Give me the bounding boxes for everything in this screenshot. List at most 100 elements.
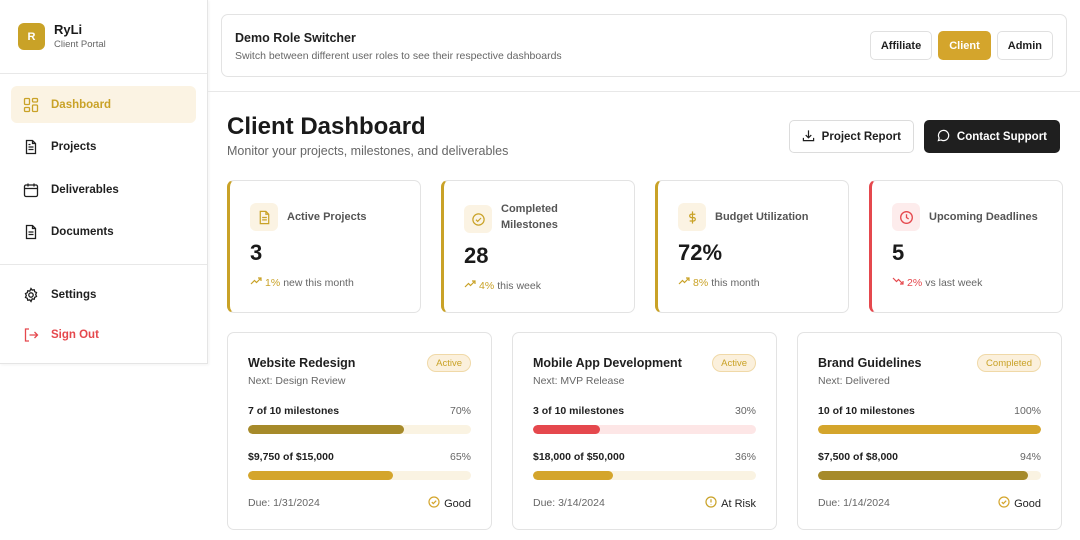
project-due-date: Due: 1/14/2024 — [818, 497, 890, 509]
milestones-progress-bar — [248, 425, 471, 434]
stat-card-completed-milestones: Completed Milestones 28 4% this week — [441, 180, 635, 313]
page-subtitle: Monitor your projects, milestones, and d… — [227, 144, 509, 158]
stat-value: 72% — [678, 240, 723, 265]
project-report-button[interactable]: Project Report — [788, 120, 914, 153]
brand-subtitle: Client Portal — [54, 39, 106, 50]
sidebar-item-documents[interactable]: Documents — [11, 214, 196, 251]
stat-trend: 2% vs last week — [892, 275, 982, 290]
sidebar-item-label: Projects — [51, 141, 97, 153]
sidebar-item-sign-out[interactable]: Sign Out — [11, 316, 196, 353]
milestones-progress-fill — [818, 425, 1041, 434]
project-health: At Risk — [705, 496, 756, 511]
milestones-percent: 100% — [1014, 405, 1041, 417]
calendar-icon — [23, 182, 39, 198]
project-next-step: Next: Delivered — [818, 375, 890, 387]
brand: R RyLi Client Portal — [0, 0, 207, 74]
file-icon — [250, 203, 278, 231]
budget-label: $9,750 of $15,000 — [248, 451, 334, 463]
milestones-percent: 30% — [734, 405, 756, 417]
sidebar-item-label: Settings — [51, 288, 97, 301]
check-circle-icon — [998, 496, 1010, 511]
status-badge: Active — [712, 354, 756, 372]
milestones-progress-bar — [533, 425, 756, 434]
project-card[interactable]: Brand Guidelines Completed Next: Deliver… — [797, 332, 1062, 530]
role-switcher-subtitle: Switch between different user roles to s… — [235, 50, 562, 62]
stat-trend: 1% new this month — [250, 275, 354, 290]
sidebar-item-deliverables[interactable]: Deliverables — [11, 171, 196, 208]
stat-label: Budget Utilization — [715, 211, 809, 223]
clock-icon — [892, 203, 920, 231]
status-badge: Completed — [977, 354, 1041, 372]
sidebar-nav: Dashboard Projects Deliverables Document… — [0, 74, 207, 265]
milestones-progress-fill — [248, 425, 405, 434]
budget-progress-bar — [818, 471, 1041, 480]
sign-out-icon — [23, 327, 39, 343]
role-admin-button[interactable]: Admin — [996, 31, 1053, 60]
sidebar-item-settings[interactable]: Settings — [11, 276, 196, 313]
project-title: Mobile App Development — [533, 356, 682, 370]
sidebar-item-label: Documents — [51, 226, 114, 238]
stat-value: 3 — [250, 240, 263, 265]
stat-card-upcoming-deadlines: Upcoming Deadlines 5 2% vs last week — [869, 180, 1063, 313]
budget-progress-fill — [818, 471, 1028, 480]
page-title: Client Dashboard — [227, 113, 426, 140]
budget-percent: 36% — [734, 451, 756, 463]
document-icon — [23, 224, 39, 240]
trend-up-icon — [464, 278, 476, 293]
sidebar-item-label: Dashboard — [51, 98, 112, 111]
sidebar-item-label: Deliverables — [51, 183, 119, 196]
milestones-progress-bar — [818, 425, 1041, 434]
budget-label: $7,500 of $8,000 — [818, 451, 898, 463]
trend-up-icon — [678, 275, 690, 290]
role-switcher-title: Demo Role Switcher — [235, 31, 356, 45]
role-client-button[interactable]: Client — [938, 31, 991, 60]
header-divider — [208, 91, 1080, 92]
stat-card-budget-utilization: Budget Utilization 72% 8% this month — [655, 180, 849, 313]
sidebar-item-projects[interactable]: Projects — [11, 129, 196, 166]
check-circle-icon — [428, 496, 440, 511]
project-due-date: Due: 1/31/2024 — [248, 497, 320, 509]
budget-progress-fill — [533, 471, 614, 480]
message-circle-icon — [937, 129, 950, 145]
trend-up-icon — [250, 275, 262, 290]
milestones-progress-fill — [533, 425, 600, 434]
project-title: Brand Guidelines — [818, 356, 922, 370]
milestones-label: 7 of 10 milestones — [248, 405, 340, 417]
sidebar-item-label: Sign Out — [51, 328, 99, 341]
project-title: Website Redesign — [248, 356, 356, 370]
project-health: Good — [428, 496, 471, 511]
role-switcher: Demo Role Switcher Switch between differ… — [221, 14, 1067, 77]
role-affiliate-button[interactable]: Affiliate — [869, 31, 933, 60]
project-next-step: Next: MVP Release — [533, 375, 625, 387]
budget-percent: 65% — [449, 451, 471, 463]
sidebar: R RyLi Client Portal Dashboard Projects … — [0, 0, 208, 364]
project-health: Good — [998, 496, 1041, 511]
stat-label: Upcoming Deadlines — [929, 211, 1038, 223]
stat-trend: 8% this month — [678, 275, 760, 290]
milestones-label: 10 of 10 milestones — [818, 405, 915, 417]
contact-support-button[interactable]: Contact Support — [923, 120, 1060, 153]
milestones-percent: 70% — [449, 405, 471, 417]
budget-progress-bar — [248, 471, 471, 480]
stat-label: Completed Milestones — [501, 203, 558, 231]
dollar-icon — [678, 203, 706, 231]
stat-value: 28 — [464, 243, 489, 268]
budget-progress-bar — [533, 471, 756, 480]
stat-value: 5 — [892, 240, 905, 265]
trend-down-icon — [892, 275, 904, 290]
brand-logo: R — [18, 23, 45, 50]
project-card[interactable]: Mobile App Development Active Next: MVP … — [512, 332, 777, 530]
stat-card-active-projects: Active Projects 3 1% new this month — [227, 180, 421, 313]
download-icon — [802, 129, 815, 145]
project-due-date: Due: 3/14/2024 — [533, 497, 605, 509]
stat-trend: 4% this week — [464, 278, 541, 293]
alert-circle-icon — [705, 496, 717, 511]
sidebar-item-dashboard[interactable]: Dashboard — [11, 86, 196, 123]
stat-label: Active Projects — [287, 211, 367, 223]
stats-row: Active Projects 3 1% new this month Comp… — [227, 180, 1063, 313]
milestones-label: 3 of 10 milestones — [533, 405, 625, 417]
brand-name: RyLi — [54, 22, 83, 37]
project-next-step: Next: Design Review — [248, 375, 346, 387]
gear-icon — [23, 286, 39, 303]
project-card[interactable]: Website Redesign Active Next: Design Rev… — [227, 332, 492, 530]
